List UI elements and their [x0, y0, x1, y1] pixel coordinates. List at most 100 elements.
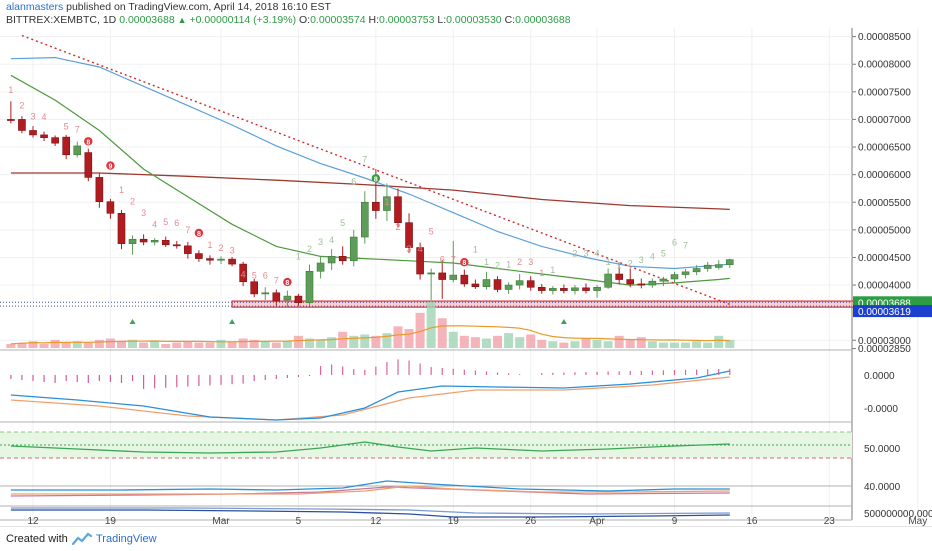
volume-bar: [61, 342, 71, 348]
volume-bar: [526, 334, 536, 348]
volume-bar: [293, 335, 303, 348]
candle-body: [18, 119, 26, 131]
seq-count-label: 5: [429, 226, 434, 236]
candle-body: [272, 292, 281, 302]
volume-signal-marker: [229, 319, 236, 324]
indicator4-line-a: [10, 509, 730, 518]
volume-bar: [426, 302, 436, 348]
price-axis-label: 0.00006500: [858, 143, 911, 154]
candle-body: [62, 136, 70, 156]
x-axis-label: 12: [27, 516, 39, 526]
indicator3-line-a: [10, 480, 730, 492]
seq-count-label: 8: [285, 280, 289, 287]
seq-count-label: 5: [64, 121, 69, 131]
low-label: L:: [437, 14, 447, 26]
candle-body: [482, 279, 491, 288]
candle-body: [604, 273, 612, 288]
seq-count-label: 3: [141, 208, 146, 218]
candle-body: [703, 264, 712, 269]
volume-bar: [470, 337, 480, 348]
candle-body: [615, 273, 623, 280]
volume-bar: [625, 339, 635, 348]
x-axis-label: 23: [824, 516, 836, 526]
candle-body: [261, 292, 270, 295]
seq-count-badge: [106, 161, 115, 170]
candle-body: [161, 240, 170, 246]
candle-body: [637, 283, 646, 286]
candle-body: [714, 264, 723, 268]
volume-bar: [714, 335, 724, 348]
candle-body: [383, 196, 391, 211]
support-zone: [231, 300, 932, 308]
candle-body: [195, 253, 203, 259]
candle-body: [283, 295, 292, 301]
indicator1-axis-label: 0.0000: [864, 371, 895, 382]
indicator4-axis-label: 500000000.0000: [864, 509, 932, 520]
volume-bar: [559, 342, 569, 348]
indicator3-line-b: [10, 485, 730, 495]
candle-body: [139, 238, 148, 243]
ohlc-line: BITTREX:XEMBTC, 1D 0.00003688 ▲ +0.00000…: [6, 14, 571, 27]
seq-count-label: 1: [606, 257, 611, 267]
seq-count-label: 8: [86, 139, 90, 146]
seq-count-label: 7: [451, 254, 456, 264]
volume-bar: [305, 338, 314, 348]
current-price-tag-label: 0.00003688: [858, 298, 911, 309]
volume-bar: [338, 331, 348, 348]
volume-bar: [481, 338, 491, 348]
volume-bar: [504, 333, 514, 348]
seq-count-label: 4: [42, 112, 47, 122]
candle-body: [172, 244, 181, 247]
candle-body: [560, 288, 568, 291]
volume-bar: [227, 341, 237, 348]
macd-line: [10, 370, 730, 421]
candle-body: [427, 272, 435, 275]
author-link[interactable]: alanmasters: [6, 1, 64, 13]
candle-body: [504, 284, 513, 290]
volume-bar: [592, 339, 602, 348]
tradingview-brand-link[interactable]: TradingView: [96, 533, 157, 545]
seq-count-label: 2: [572, 248, 577, 258]
candle-body: [659, 278, 668, 282]
volume-bar: [636, 337, 646, 348]
high-value: 0.00003753: [379, 14, 435, 26]
seq-count-label: 1: [484, 257, 489, 267]
seq-count-label: 4: [152, 220, 157, 230]
price-axis-label: 0.00003000: [858, 336, 911, 347]
candle-body: [150, 240, 159, 243]
price-change: +0.00000114 (+3.19%): [189, 14, 297, 26]
seq-count-label: 3: [528, 257, 533, 267]
candle-body: [681, 271, 690, 275]
symbol-label[interactable]: BITTREX:XEMBTC, 1D: [6, 14, 117, 26]
seq-count-label: 7: [683, 241, 688, 251]
candle-body: [228, 258, 236, 265]
volume-bar: [658, 342, 668, 348]
candle-body: [549, 288, 557, 291]
candle-body: [416, 247, 424, 275]
x-axis-label: 16: [746, 516, 758, 526]
seq-count-label: 5: [661, 248, 666, 258]
candle-body: [305, 270, 314, 304]
candle-body: [7, 119, 15, 121]
volume-bar: [83, 342, 93, 348]
volume-bar: [205, 342, 215, 348]
low-value: 0.00003530: [446, 14, 502, 26]
candle-body: [51, 137, 59, 144]
seq-count-badge: [460, 257, 469, 267]
candle-body: [515, 280, 524, 286]
volume-bar: [515, 337, 525, 348]
seq-count-label: 2: [628, 258, 633, 268]
seq-count-label: 2: [130, 196, 135, 206]
x-axis-label: 19: [105, 516, 117, 526]
indicator3-axis-label: 40.0000: [864, 482, 901, 493]
volume-bar: [703, 342, 713, 348]
volume-bar: [6, 343, 16, 348]
volume-bar: [404, 329, 414, 348]
candle-body: [648, 280, 657, 286]
seq-count-label: 1: [473, 244, 478, 254]
volume-bar: [371, 335, 381, 348]
volume-bar: [603, 341, 613, 348]
seq-count-badge: [371, 174, 381, 183]
seq-count-label: 2: [517, 257, 522, 267]
